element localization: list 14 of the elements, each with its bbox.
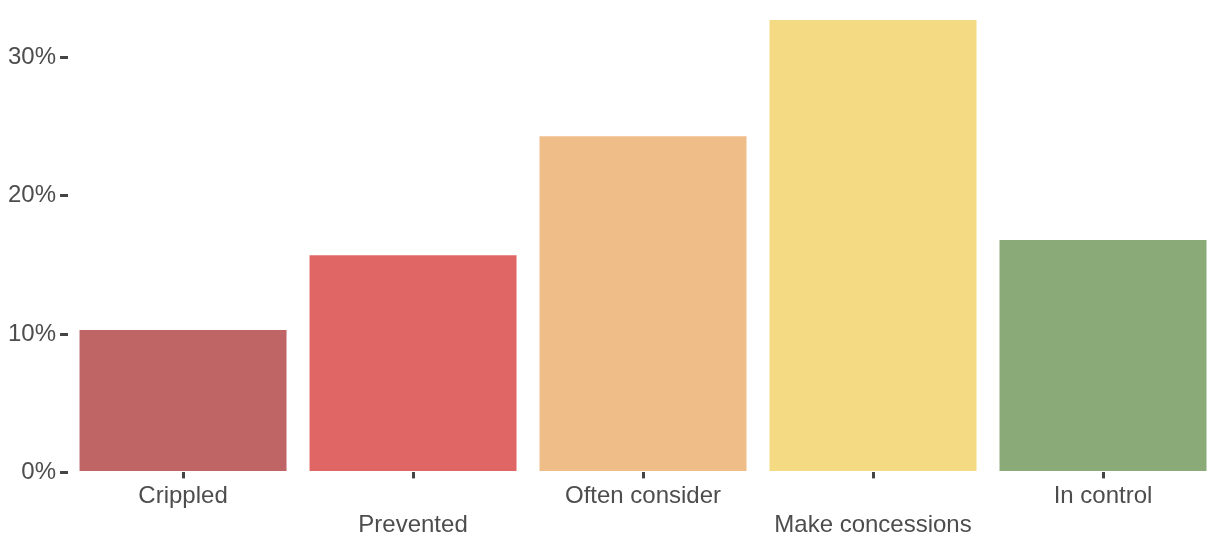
y-tick-label: 10%	[7, 318, 57, 346]
x-tick-label: In control	[1053, 481, 1153, 509]
bar	[539, 136, 747, 471]
x-tick-label: Crippled	[138, 481, 228, 509]
bar	[309, 255, 517, 471]
y-tick-label: 0%	[21, 457, 57, 485]
x-tick-label: Prevented	[358, 510, 468, 538]
x-tick-label: Often consider	[564, 481, 722, 509]
y-tick-label: 20%	[7, 180, 57, 208]
bar	[79, 329, 287, 471]
bar	[999, 239, 1207, 471]
bar	[769, 20, 977, 471]
y-tick-label: 30%	[7, 41, 57, 69]
x-tick-label: Make concessions	[774, 510, 972, 538]
